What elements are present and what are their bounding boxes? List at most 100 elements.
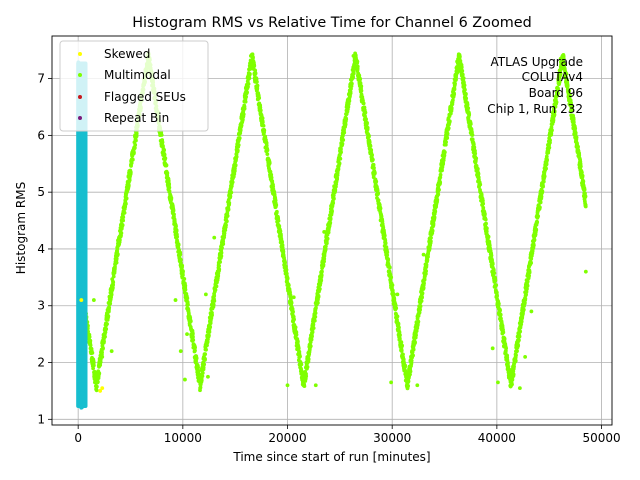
multimodal-point [224, 223, 228, 227]
multimodal-point [321, 262, 326, 267]
multimodal-point [116, 238, 120, 243]
multimodal-point [211, 302, 216, 307]
multimodal-point [481, 201, 486, 206]
main-cluster-point [82, 151, 87, 155]
multimodal-point [122, 210, 127, 215]
multimodal-point [101, 346, 105, 351]
multimodal-point [227, 200, 232, 205]
multimodal-point [483, 217, 488, 222]
legend-label-skewed: Skewed [104, 47, 150, 61]
multimodal-point [523, 354, 528, 359]
multimodal-point [370, 157, 375, 162]
multimodal-point [178, 252, 183, 257]
multimodal-point [247, 76, 252, 81]
multimodal-point [420, 291, 425, 296]
multimodal-point [268, 169, 273, 174]
multimodal-point [523, 296, 528, 301]
multimodal-point [299, 362, 304, 367]
x-tick-label: 20000 [268, 431, 306, 445]
main-cluster-point [79, 180, 83, 184]
multimodal-point [276, 218, 281, 223]
multimodal-point [433, 209, 438, 214]
multimodal-point [134, 131, 139, 136]
multimodal-point [106, 314, 111, 319]
multimodal-point [260, 120, 265, 125]
multimodal-point [475, 167, 480, 171]
multimodal-point [481, 205, 486, 210]
main-cluster-point [77, 271, 82, 276]
multimodal-point [198, 385, 203, 390]
multimodal-point [269, 175, 274, 180]
multimodal-point [401, 357, 406, 362]
x-tick-label: 30000 [373, 431, 411, 445]
multimodal-point [291, 295, 296, 300]
multimodal-point [358, 77, 363, 82]
multimodal-point [531, 243, 536, 248]
multimodal-point [87, 335, 92, 339]
multimodal-point [217, 263, 222, 268]
multimodal-point [420, 295, 424, 300]
multimodal-point [568, 93, 572, 98]
multimodal-point [165, 171, 170, 175]
multimodal-point [551, 118, 556, 122]
multimodal-point [129, 161, 134, 165]
multimodal-point [466, 106, 471, 111]
multimodal-point [418, 307, 422, 312]
multimodal-point [188, 319, 193, 324]
multimodal-point [553, 104, 558, 109]
multimodal-point [332, 196, 336, 201]
multimodal-point [200, 374, 205, 379]
multimodal-point [525, 283, 530, 288]
multimodal-point [290, 307, 295, 311]
multimodal-point [283, 260, 287, 265]
multimodal-point [401, 352, 405, 357]
multimodal-point [174, 224, 178, 229]
main-cluster-point [80, 252, 85, 257]
multimodal-point [100, 354, 105, 359]
multimodal-point [134, 138, 138, 143]
multimodal-point [167, 189, 172, 193]
multimodal-point [358, 81, 363, 86]
multimodal-point [463, 87, 467, 92]
multimodal-point [495, 293, 499, 298]
multimodal-point [284, 264, 288, 269]
multimodal-point [124, 201, 128, 206]
multimodal-point [344, 117, 349, 122]
multimodal-point [467, 112, 472, 117]
multimodal-point [545, 158, 549, 163]
multimodal-point [291, 309, 295, 314]
multimodal-point [330, 209, 334, 214]
multimodal-point [281, 249, 286, 254]
multimodal-point [185, 332, 189, 337]
multimodal-point [571, 120, 576, 125]
main-cluster-point [78, 376, 82, 381]
multimodal-point [212, 299, 217, 303]
multimodal-point [348, 91, 353, 96]
multimodal-point [569, 103, 574, 108]
multimodal-point [399, 340, 404, 345]
multimodal-point [322, 256, 327, 261]
multimodal-point [320, 269, 324, 274]
multimodal-point [392, 292, 396, 297]
main-cluster-point [76, 208, 81, 213]
multimodal-point [395, 314, 400, 319]
multimodal-point [355, 59, 360, 64]
multimodal-point [181, 273, 185, 277]
multimodal-point [557, 79, 562, 84]
multimodal-point [363, 110, 368, 115]
multimodal-point [296, 346, 301, 351]
multimodal-point [186, 302, 190, 307]
multimodal-point [328, 216, 333, 221]
multimodal-point [210, 313, 214, 317]
multimodal-point [565, 83, 570, 88]
multimodal-point [490, 262, 495, 266]
multimodal-point [203, 292, 208, 297]
multimodal-point [524, 292, 528, 297]
multimodal-point [399, 348, 404, 353]
multimodal-point [166, 178, 171, 183]
multimodal-point [218, 260, 223, 264]
multimodal-point [378, 206, 383, 211]
main-cluster-point [81, 331, 86, 336]
y-axis-label: Histogram RMS [14, 182, 28, 274]
main-cluster-point [81, 196, 85, 201]
